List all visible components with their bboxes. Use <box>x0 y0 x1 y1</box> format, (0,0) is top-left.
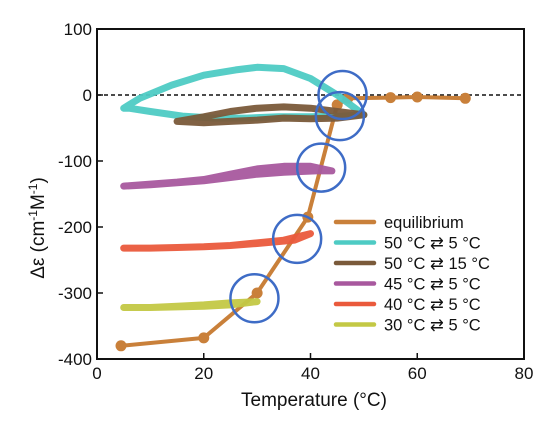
legend-label-4: 40 °C ⇄ 5 °C <box>384 296 481 314</box>
legend-label-0: equilibrium <box>384 214 464 232</box>
highlight-circle-1 <box>314 90 366 142</box>
legend-label-5: 30 °C ⇄ 5 °C <box>384 317 481 335</box>
legend-label-3: 45 °C ⇄ 5 °C <box>384 276 481 294</box>
legend-label-1: 50 °C ⇄ 5 °C <box>384 235 481 253</box>
y-tick-label-0: -400 <box>58 350 92 369</box>
x-tick-label-2: 40 <box>301 364 320 383</box>
y-axis-title: Δε (cm-1M-1) <box>26 177 49 279</box>
y-tick-label-1: -300 <box>58 284 92 303</box>
series-line-5 <box>120 298 261 311</box>
y-axis-title-mid: M <box>28 194 49 210</box>
y-tick-label-3: -100 <box>58 152 92 171</box>
series-line-4 <box>120 230 314 252</box>
series-point-0-1 <box>198 332 210 344</box>
x-tick-label-1: 20 <box>194 364 213 383</box>
highlight-circle-4 <box>229 273 280 324</box>
y-tick-label-2: -200 <box>58 218 92 237</box>
y-tick-label-4: 0 <box>83 86 92 105</box>
series-point-0-7 <box>411 91 423 103</box>
y-axis-title-sup2: -1 <box>26 183 40 194</box>
highlight-circles <box>229 69 368 324</box>
highlight-circle-2 <box>295 142 347 193</box>
x-tick-label-4: 80 <box>515 364 534 383</box>
highlight-circle-0 <box>317 69 368 121</box>
y-axis-title-sup1: -1 <box>26 210 40 221</box>
highlight-circle-3 <box>271 213 323 265</box>
x-tick-label-3: 60 <box>408 364 427 383</box>
y-axis-title-end: ) <box>28 177 49 183</box>
y-axis-title-main: Δε (cm <box>28 221 49 279</box>
y-tick-label-5: 100 <box>64 20 92 39</box>
series-point-0-6 <box>385 92 397 104</box>
series-point-0-0 <box>115 340 127 352</box>
legend-label-2: 50 °C ⇄ 15 °C <box>384 255 490 273</box>
axes: 0 20 40 60 80 -400 -300 -200 -100 0 100 <box>58 20 533 383</box>
series-line-3 <box>120 162 336 190</box>
series-point-0-2 <box>251 287 263 299</box>
series-point-0-8 <box>459 92 471 104</box>
x-axis-title: Temperature (°C) <box>241 390 387 411</box>
legend: equilibrium 50 °C ⇄ 5 °C 50 °C ⇄ 15 °C 45 °… <box>333 214 490 335</box>
x-tick-label-0: 0 <box>92 364 101 383</box>
